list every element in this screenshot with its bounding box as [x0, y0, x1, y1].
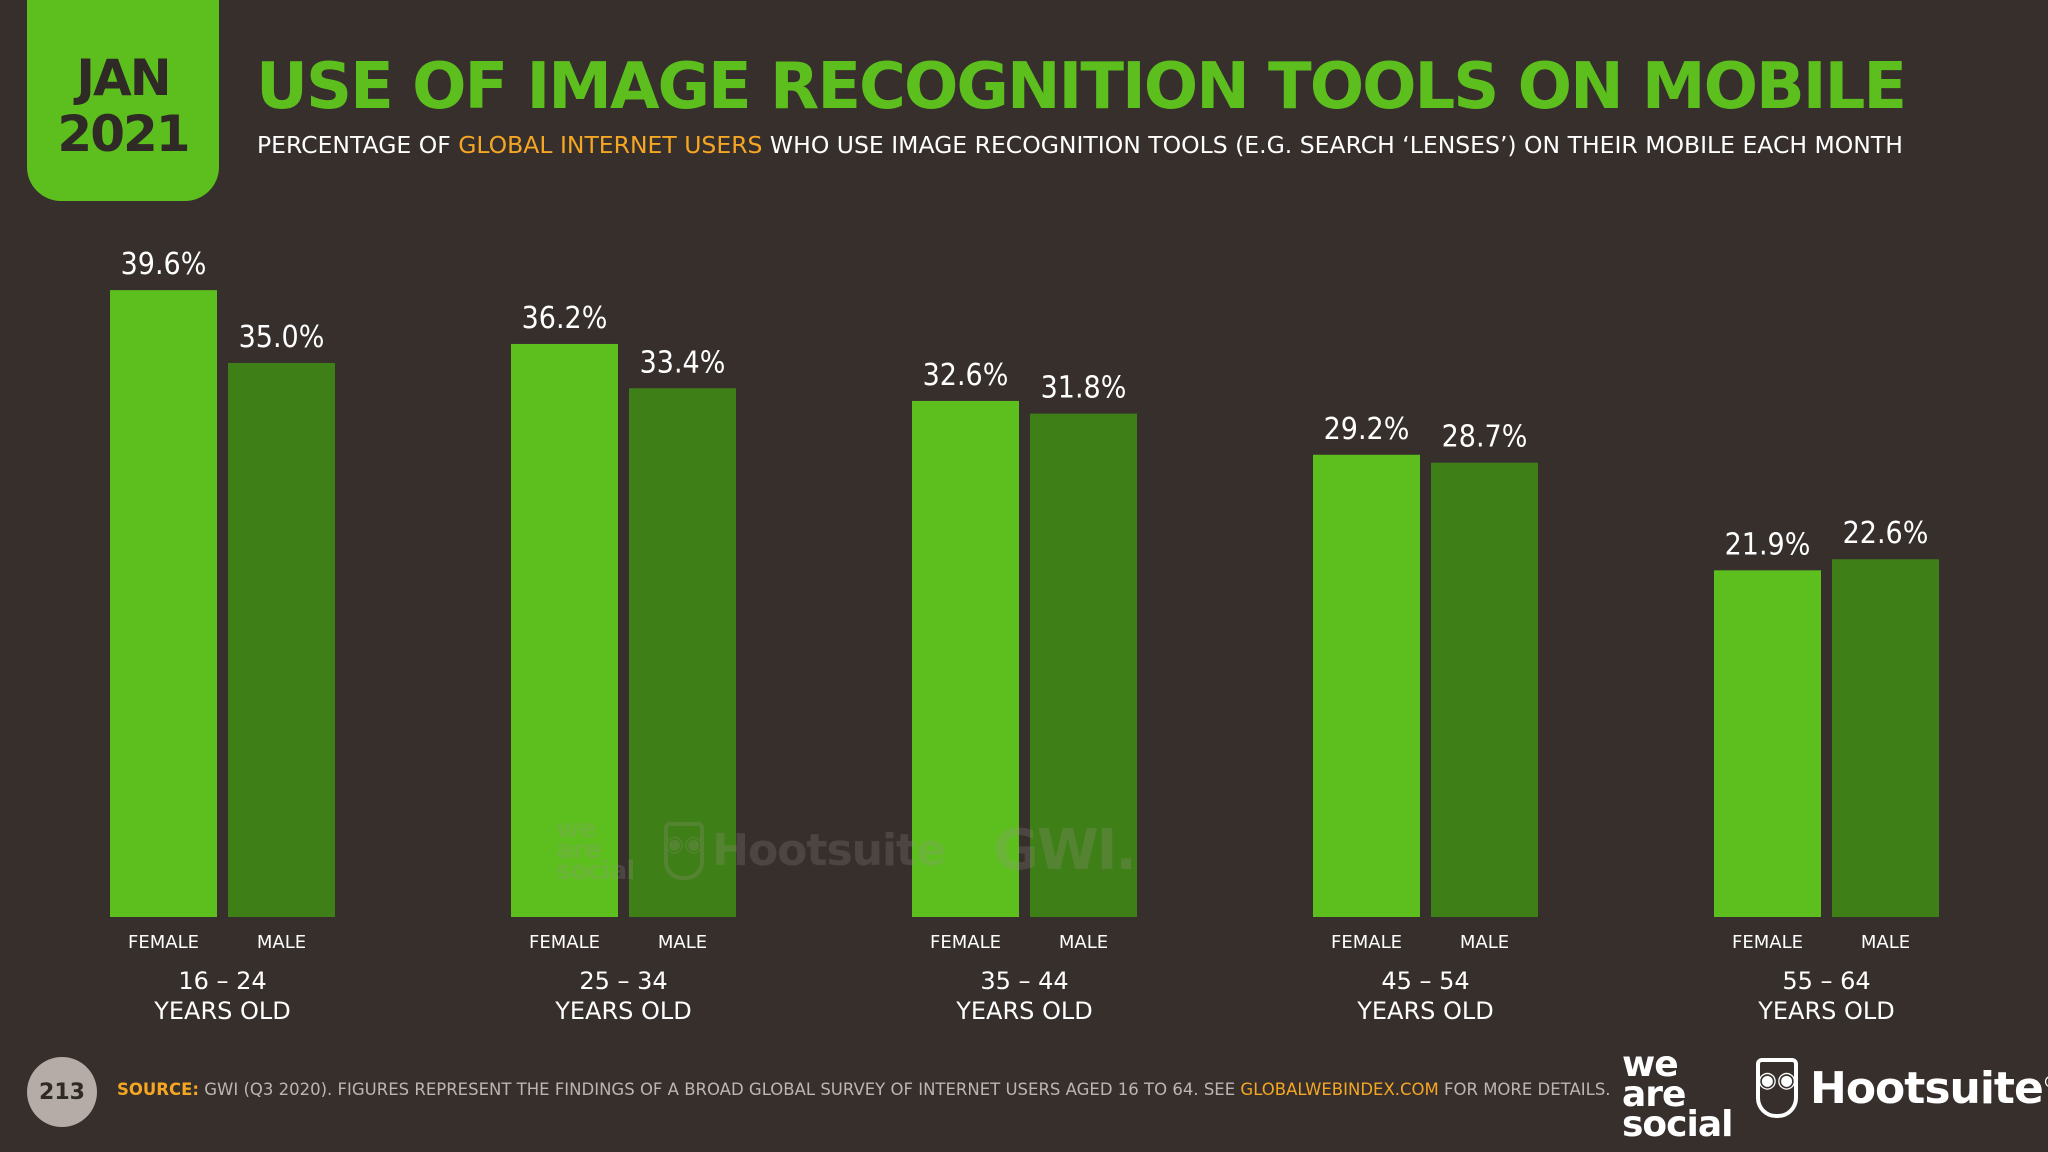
subtitle-highlight: GLOBAL INTERNET USERS — [458, 131, 763, 159]
subtitle-pre: PERCENTAGE OF — [257, 131, 459, 159]
series-label-male-4: MALE — [1460, 932, 1509, 953]
watermark-gwi: GWI. — [992, 818, 1137, 883]
logo-was-line3: social — [1622, 1104, 1733, 1145]
watermark-owl-icon: ◉◉ — [664, 821, 705, 880]
we-are-social-logo: we are social — [1622, 1044, 1733, 1145]
data-label-male-2: 33.4% — [640, 345, 726, 380]
bar-male-1 — [228, 362, 335, 917]
hootsuite-owl-icon: ◉◉ — [1756, 1058, 1798, 1118]
data-label-male-4: 28.7% — [1442, 420, 1528, 455]
data-label-female-3: 32.6% — [923, 358, 1009, 393]
category-suffix-2: YEARS OLD — [554, 997, 692, 1025]
logo-was-line2: are — [1622, 1074, 1686, 1115]
source-note: SOURCE: GWI (Q3 2020). FIGURES REPRESENT… — [117, 1080, 1611, 1099]
category-label-5: 55 – 64 — [1782, 967, 1870, 995]
bar-female-2 — [511, 343, 618, 918]
series-label-female-4: FEMALE — [1331, 932, 1402, 953]
series-label-female-3: FEMALE — [930, 932, 1001, 953]
bar-male-5 — [1832, 559, 1939, 917]
watermark: we are social ◉◉ Hootsuite GWI. — [556, 814, 1137, 886]
category-label-4: 45 – 54 — [1381, 967, 1469, 995]
series-label-male-3: MALE — [1059, 932, 1108, 953]
watermark-hootsuite: Hootsuite — [712, 825, 946, 876]
category-suffix-4: YEARS OLD — [1356, 997, 1494, 1025]
bar-female-4 — [1313, 454, 1420, 917]
hootsuite-registered: ® — [2043, 1072, 2048, 1091]
source-tail: FOR MORE DETAILS. — [1438, 1080, 1611, 1099]
bar-male-2 — [629, 388, 736, 917]
bar-female-5 — [1714, 570, 1821, 917]
bar-female-1 — [110, 290, 217, 918]
bar-male-4 — [1431, 462, 1538, 917]
date-badge: JAN 2021 — [27, 0, 219, 201]
date-badge-year: 2021 — [57, 104, 190, 163]
logo-was-line1: we — [1622, 1044, 1679, 1085]
page-number: 213 — [27, 1057, 97, 1127]
page-title: USE OF IMAGE RECOGNITION TOOLS ON MOBILE — [256, 50, 1907, 124]
category-suffix-1: YEARS OLD — [153, 997, 291, 1025]
category-suffix-3: YEARS OLD — [955, 997, 1093, 1025]
bar-male-3 — [1030, 413, 1137, 917]
source-label: SOURCE: — [117, 1080, 199, 1099]
watermark-was-line2: are — [556, 835, 602, 865]
data-label-male-5: 22.6% — [1843, 516, 1929, 551]
watermark-was-line1: we — [556, 814, 597, 844]
series-label-female-5: FEMALE — [1732, 932, 1803, 953]
series-label-male-2: MALE — [658, 932, 707, 953]
category-label-3: 35 – 44 — [980, 967, 1068, 995]
series-label-female-1: FEMALE — [128, 932, 199, 953]
watermark-was-line3: social — [556, 856, 635, 886]
data-label-male-3: 31.8% — [1041, 371, 1127, 406]
hootsuite-wordmark: Hootsuite® — [1810, 1063, 2048, 1114]
series-label-male-1: MALE — [257, 932, 306, 953]
data-label-female-4: 29.2% — [1324, 412, 1410, 447]
series-label-male-5: MALE — [1861, 932, 1910, 953]
hootsuite-logo: ◉◉ Hootsuite® — [1756, 1058, 2048, 1118]
series-label-female-2: FEMALE — [529, 932, 600, 953]
page-subtitle: PERCENTAGE OF GLOBAL INTERNET USERS WHO … — [257, 131, 1903, 159]
category-suffix-5: YEARS OLD — [1757, 997, 1895, 1025]
data-label-male-1: 35.0% — [239, 320, 325, 355]
source-text: GWI (Q3 2020). FIGURES REPRESENT THE FIN… — [199, 1080, 1241, 1099]
hootsuite-name: Hootsuite — [1810, 1062, 2044, 1114]
category-label-1: 16 – 24 — [178, 967, 266, 995]
bar-female-3 — [912, 400, 1019, 917]
data-label-female-1: 39.6% — [121, 247, 207, 282]
subtitle-post: WHO USE IMAGE RECOGNITION TOOLS (E.G. SE… — [762, 131, 1903, 159]
date-badge-month: JAN — [76, 48, 171, 107]
category-label-2: 25 – 34 — [579, 967, 667, 995]
source-link[interactable]: GLOBALWEBINDEX.COM — [1240, 1080, 1439, 1099]
data-label-female-5: 21.9% — [1725, 527, 1811, 562]
watermark-we-are-social: we are social — [556, 814, 635, 886]
data-label-female-2: 36.2% — [522, 301, 608, 336]
